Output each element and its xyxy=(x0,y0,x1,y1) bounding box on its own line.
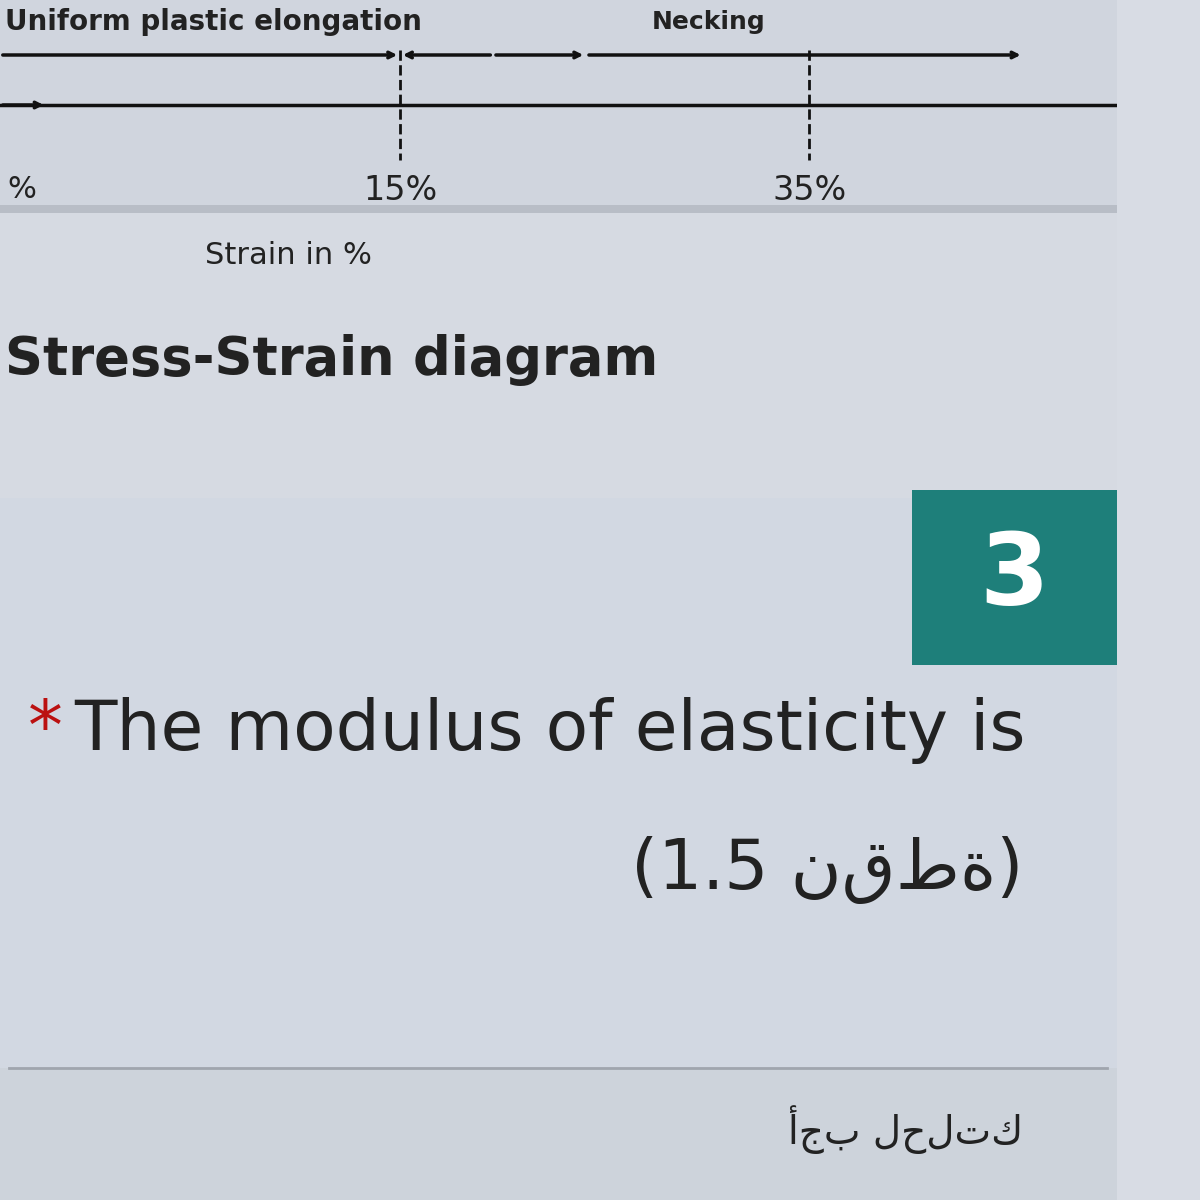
Text: Strain in %: Strain in % xyxy=(205,240,372,270)
Bar xyxy=(0,205,1116,214)
Text: Stress-Strain diagram: Stress-Strain diagram xyxy=(5,334,658,386)
Bar xyxy=(0,1068,1116,1200)
Bar xyxy=(0,0,1116,210)
Bar xyxy=(0,214,1116,498)
Text: أجب لحلتك: أجب لحلتك xyxy=(788,1105,1024,1154)
Bar xyxy=(0,498,1116,1068)
Text: *: * xyxy=(28,696,62,763)
Text: 35%: 35% xyxy=(773,174,846,206)
Text: Uniform plastic elongation: Uniform plastic elongation xyxy=(5,8,421,36)
Text: 15%: 15% xyxy=(362,174,437,206)
Text: (1.5 نقطة): (1.5 نقطة) xyxy=(631,836,1024,904)
Bar xyxy=(912,490,1116,665)
Text: 3: 3 xyxy=(979,529,1049,626)
Text: %: % xyxy=(7,175,36,204)
Text: The modulus of elasticity is: The modulus of elasticity is xyxy=(74,696,1026,763)
Text: Necking: Necking xyxy=(652,10,766,34)
